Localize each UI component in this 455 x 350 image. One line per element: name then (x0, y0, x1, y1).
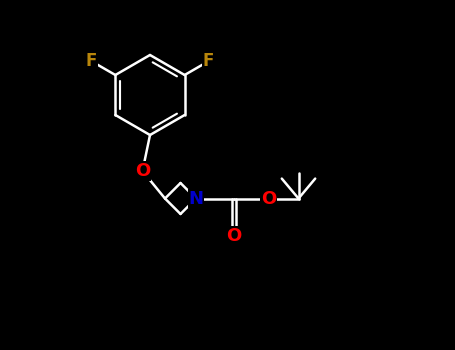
Text: N: N (188, 189, 203, 208)
Text: O: O (261, 189, 276, 208)
Text: O: O (135, 162, 150, 180)
Text: O: O (226, 227, 241, 245)
Text: F: F (203, 52, 214, 70)
Text: F: F (86, 52, 97, 70)
